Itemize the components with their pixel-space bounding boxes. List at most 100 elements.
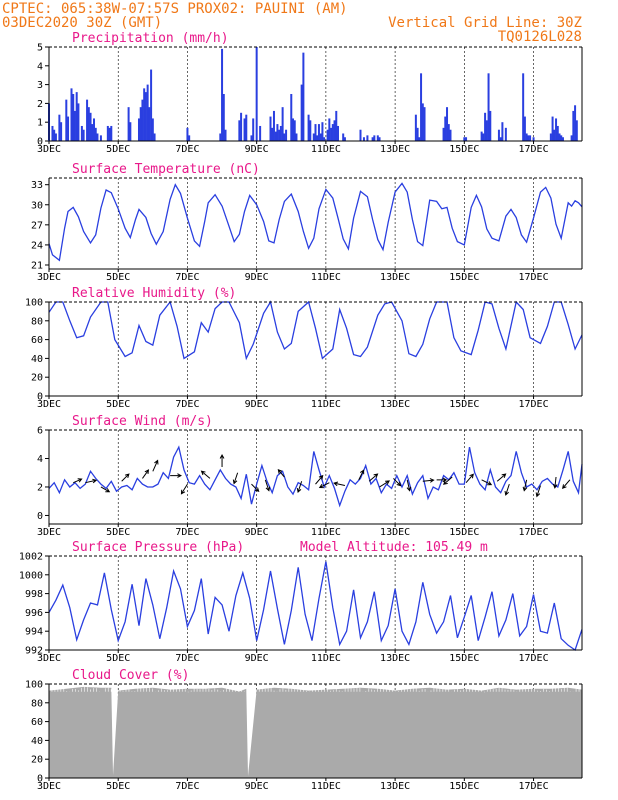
precip-bar-121 <box>532 137 535 141</box>
wind-arrow-10 <box>232 472 239 485</box>
ytick-label-cloud-4: 80 <box>31 698 43 709</box>
precip-bar-62 <box>290 94 293 141</box>
precip-bar-39 <box>188 135 191 141</box>
xtick-label-wind-0: 3DEC <box>37 527 61 538</box>
wind-arrow-13 <box>277 468 285 478</box>
wind-arrow-24 <box>436 477 448 483</box>
precip-bar-16 <box>87 107 90 141</box>
precip-bar-5 <box>60 122 63 141</box>
precip-bar-129 <box>561 137 564 141</box>
precip-bar-43 <box>224 129 227 141</box>
precip-bar-83 <box>336 125 339 141</box>
precip-bar-82 <box>335 110 338 141</box>
ytick-label-precip-3: 3 <box>37 80 43 91</box>
precip-bar-3 <box>54 133 57 141</box>
precip-bar-33 <box>146 84 149 141</box>
xtick-label-temp-2: 7DEC <box>175 272 199 283</box>
precip-bar-118 <box>525 133 528 141</box>
xtick-label-pres-0: 3DEC <box>37 653 61 664</box>
precip-bar-130 <box>570 135 573 141</box>
xtick-label-rh-7: 17DEC <box>518 399 548 410</box>
xtick-label-pres-1: 5DEC <box>106 653 130 664</box>
xtick-label-precip-1: 5DEC <box>106 144 130 155</box>
precip-bar-78 <box>328 118 331 141</box>
wind-arrow-16 <box>318 482 330 489</box>
wind-arrow-8 <box>200 470 211 479</box>
wind-arrow-31 <box>535 485 541 498</box>
panel-annotation-pres: Model Altitude: 105.49 m <box>300 540 488 555</box>
precip-bar-133 <box>575 120 578 141</box>
precip-bar-88 <box>366 135 369 141</box>
precip-bar-41 <box>221 48 224 141</box>
xtick-label-cloud-0: 3DEC <box>37 781 61 792</box>
xtick-label-cloud-5: 13DEC <box>380 781 410 792</box>
precip-bar-23 <box>106 125 109 141</box>
precip-bar-2 <box>53 129 56 141</box>
precip-bar-55 <box>274 131 277 141</box>
ytick-label-temp-4: 33 <box>31 180 43 191</box>
header-line1: CPTEC: 065:38W-07:57S PROX02: PAUINI (AM… <box>2 1 348 17</box>
precip-bar-110 <box>487 73 490 141</box>
wind-arrow-23 <box>422 478 435 483</box>
xtick-label-temp-4: 11DEC <box>311 272 341 283</box>
wind-arrow-27 <box>481 479 493 486</box>
wind-arrow-14 <box>296 481 303 494</box>
precip-bar-89 <box>371 137 374 141</box>
xtick-label-wind-3: 9DEC <box>245 527 269 538</box>
ytick-label-rh-0: 0 <box>37 392 43 403</box>
wind-arrow-6 <box>170 473 182 478</box>
wind-arrow-33 <box>562 479 571 490</box>
precip-bar-25 <box>110 125 113 141</box>
xtick-label-cloud-4: 11DEC <box>311 781 341 792</box>
precip-bar-111 <box>489 110 492 141</box>
xtick-label-temp-3: 9DEC <box>245 272 269 283</box>
xtick-label-pres-2: 7DEC <box>175 653 199 664</box>
xtick-label-wind-6: 15DEC <box>449 527 479 538</box>
precip-bar-114 <box>501 122 504 141</box>
ytick-label-wind-0: 0 <box>37 511 43 522</box>
xtick-label-precip-4: 11DEC <box>311 144 341 155</box>
xtick-label-pres-4: 11DEC <box>311 653 341 664</box>
precip-bar-50 <box>255 47 258 141</box>
wind-arrow-7 <box>180 483 188 495</box>
ytick-label-wind-1: 2 <box>37 482 43 493</box>
precip-bar-36 <box>151 118 154 141</box>
precip-bar-47 <box>245 114 248 141</box>
precip-bar-117 <box>523 116 526 141</box>
ytick-label-precip-2: 2 <box>37 99 43 110</box>
precip-bar-123 <box>551 116 554 141</box>
xtick-label-precip-0: 3DEC <box>37 144 61 155</box>
precip-bar-85 <box>343 137 346 141</box>
wind-arrow-28 <box>496 473 507 482</box>
xtick-label-cloud-7: 17DEC <box>518 781 548 792</box>
ytick-label-rh-4: 80 <box>31 316 43 327</box>
precip-bar-44 <box>238 120 241 141</box>
precip-bar-65 <box>295 133 298 141</box>
xtick-label-precip-7: 17DEC <box>518 144 548 155</box>
xtick-label-rh-6: 15DEC <box>449 399 479 410</box>
precip-bar-104 <box>463 137 466 141</box>
wind-arrow-26 <box>465 473 474 484</box>
precip-bar-35 <box>150 69 153 141</box>
precip-bar-84 <box>342 133 345 141</box>
precip-bar-94 <box>416 127 419 141</box>
precip-bar-32 <box>144 92 147 141</box>
precip-bar-13 <box>80 125 83 141</box>
precip-bar-73 <box>317 124 320 141</box>
xtick-label-precip-3: 9DEC <box>245 144 269 155</box>
xtick-label-temp-5: 13DEC <box>380 272 410 283</box>
precip-bar-93 <box>414 114 417 141</box>
wind-arrow-18 <box>358 469 365 481</box>
precip-bar-28 <box>137 118 140 141</box>
xtick-label-pres-5: 13DEC <box>380 653 410 664</box>
xtick-label-wind-7: 17DEC <box>518 527 548 538</box>
wind-arrow-25 <box>443 476 453 485</box>
precip-bar-9 <box>72 94 75 141</box>
precip-bar-92 <box>378 137 381 141</box>
precip-bar-126 <box>556 125 559 141</box>
ytick-label-pres-1: 994 <box>25 627 43 638</box>
wind-arrow-30 <box>522 479 528 492</box>
ytick-label-precip-4: 4 <box>37 61 43 72</box>
